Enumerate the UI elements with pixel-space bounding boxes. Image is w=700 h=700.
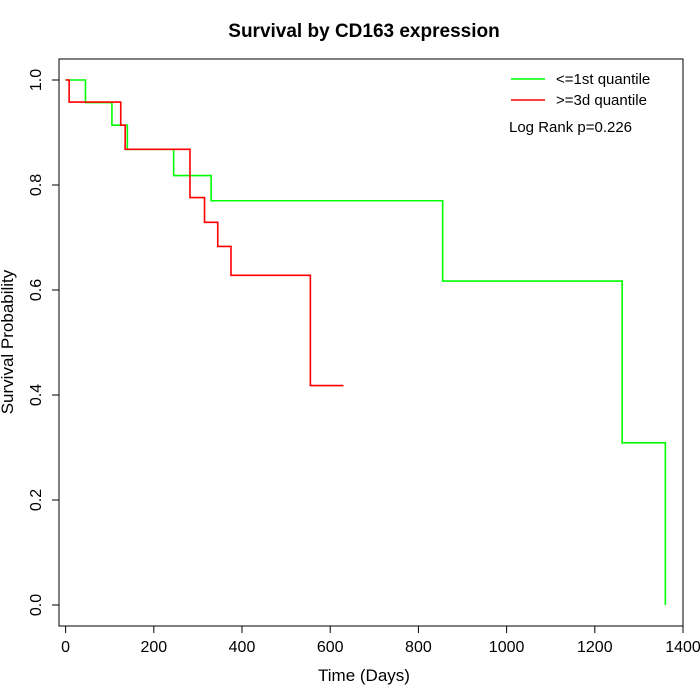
y-tick-label: 0.4 — [28, 384, 45, 406]
x-tick-label: 600 — [317, 639, 344, 656]
legend: <=1st quantile >=3d quantile — [511, 71, 650, 109]
chart-title: Survival by CD163 expression — [228, 21, 499, 42]
series-line-2 — [65, 79, 344, 387]
legend-entry: <=1st quantile — [556, 71, 650, 88]
x-tick-label: 200 — [140, 639, 167, 656]
y-axis: 0.0 0.2 0.4 0.6 0.8 1.0 — [28, 69, 60, 616]
y-tick-label: 1.0 — [28, 69, 45, 91]
x-tick-label: 400 — [229, 639, 256, 656]
x-tick-label: 1400 — [665, 639, 700, 656]
x-tick-label: 0 — [61, 639, 70, 656]
y-tick-label: 0.2 — [28, 489, 45, 511]
y-axis-label: Survival Probability — [0, 269, 17, 414]
y-tick-label: 0.0 — [28, 594, 45, 616]
x-tick-label: 1000 — [489, 639, 525, 656]
y-tick-label: 0.8 — [28, 174, 45, 196]
legend-entry: >=3d quantile — [556, 92, 647, 109]
x-tick-label: 1200 — [577, 639, 613, 656]
series-layer — [65, 79, 667, 605]
log-rank-annotation: Log Rank p=0.226 — [509, 119, 632, 136]
x-axis: 0 200 400 600 800 1000 1200 1400 — [61, 625, 700, 656]
series-line-1 — [65, 79, 667, 605]
y-tick-label: 0.6 — [28, 279, 45, 301]
x-axis-label: Time (Days) — [318, 666, 410, 685]
plot-frame — [58, 58, 684, 627]
x-tick-label: 800 — [405, 639, 432, 656]
